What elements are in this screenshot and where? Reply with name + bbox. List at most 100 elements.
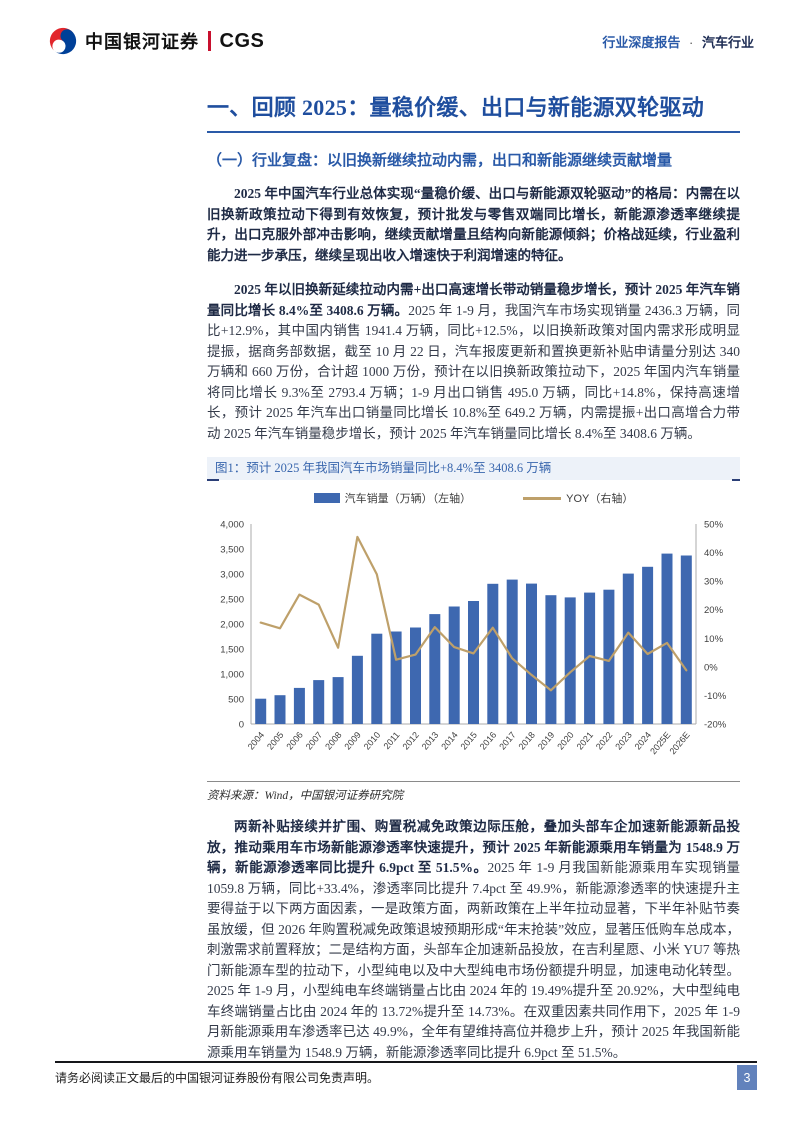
x-axis-label: 2009 — [342, 730, 363, 752]
left-axis-tick: 0 — [239, 720, 244, 731]
x-axis-label: 2023 — [613, 730, 634, 752]
bar-2007 — [313, 680, 325, 724]
bar-2009 — [351, 655, 363, 724]
left-axis-tick: 4,000 — [220, 520, 244, 531]
bar-2016 — [487, 583, 499, 724]
page-header: 中国银河证券 CGS 行业深度报告 · 汽车行业 — [48, 26, 754, 56]
x-axis-label: 2004 — [246, 730, 267, 752]
right-axis-tick: 50% — [704, 520, 724, 531]
x-axis-label: 2020 — [555, 730, 576, 752]
bar-2004 — [255, 698, 267, 724]
x-axis-label: 2005 — [265, 730, 286, 752]
right-axis-tick: 30% — [704, 577, 724, 588]
legend-item-sales: 汽车销量（万辆）（左轴） — [313, 490, 472, 506]
page-number-badge: 3 — [737, 1065, 757, 1090]
paragraph-lead-bold: 2025 年以旧换新延续拉动内需+出口高速增长带动销量稳步增长，预计 2025 … — [207, 282, 740, 318]
paragraph-text: 2025 年 1-9 月我国新能源乘用车实现销量 1059.8 万辆，同比+33… — [207, 860, 741, 1060]
body-paragraphs-bottom: 两新补贴接续并扩围、购置税减免政策边际压舱，叠加头部车企加速新能源新品投放，推动… — [207, 817, 740, 1063]
left-axis-tick: 1,500 — [220, 645, 244, 656]
left-axis-tick: 500 — [228, 695, 244, 706]
x-axis-label: 2026E — [667, 730, 691, 756]
x-axis-label: 2022 — [594, 730, 615, 752]
bar-2024 — [642, 566, 654, 724]
right-axis-tick: 40% — [704, 548, 724, 559]
report-meta: 行业深度报告 · 汽车行业 — [602, 32, 754, 51]
bar-2010 — [371, 633, 383, 724]
left-axis-tick: 3,000 — [220, 570, 244, 581]
x-axis-label: 2012 — [400, 730, 421, 752]
left-axis-tick: 1,000 — [220, 670, 244, 681]
sales-series-swatch — [313, 493, 340, 503]
galaxy-swirl-icon — [49, 27, 77, 55]
figure-title: 图1：预计 2025 年我国汽车市场销量同比+8.4%至 3408.6 万辆 — [207, 457, 740, 481]
yoy-series-label: YOY（右轴） — [566, 493, 634, 505]
bar-2017 — [506, 579, 518, 724]
section-title: 一、回顾 2025：量稳价缓、出口与新能源双轮驱动 — [207, 90, 740, 133]
bar-2013 — [429, 614, 441, 724]
x-axis-label: 2017 — [497, 730, 518, 752]
x-axis-label: 2019 — [536, 730, 557, 752]
chart-legend: 汽车销量（万辆）（左轴） YOY（右轴） — [207, 490, 740, 506]
right-axis-tick: 10% — [704, 634, 724, 645]
figure-source: 资料来源：Wind，中国银河证券研究院 — [207, 781, 740, 803]
left-axis-tick: 2,000 — [220, 620, 244, 631]
bar-2021 — [584, 592, 596, 724]
disclaimer-text: 请务必阅读正文最后的中国银河证券股份有限公司免责声明。 — [55, 1071, 380, 1085]
x-axis-label: 2008 — [323, 730, 344, 752]
content-column: 一、回顾 2025：量稳价缓、出口与新能源双轮驱动 （一）行业复盘：以旧换新继续… — [207, 90, 740, 1063]
section-subtitle: （一）行业复盘：以旧换新继续拉动内需，出口和新能源继续贡献增量 — [207, 153, 673, 169]
bar-2023 — [622, 573, 634, 724]
bar-2005 — [274, 695, 286, 724]
paragraph: 2025 年以旧换新延续拉动内需+出口高速增长带动销量稳步增长，预计 2025 … — [207, 280, 740, 444]
bar-2014 — [448, 606, 460, 724]
figure-block: 图1：预计 2025 年我国汽车市场销量同比+8.4%至 3408.6 万辆 汽… — [207, 457, 740, 803]
bar-2026E — [680, 555, 692, 724]
bar-2025E — [661, 553, 673, 724]
bar-2019 — [545, 595, 557, 724]
x-axis-label: 2010 — [362, 730, 383, 752]
paragraph-lead-bold: 两新补贴接续并扩围、购置税减免政策边际压舱，叠加头部车企加速新能源新品投放，推动… — [207, 819, 740, 875]
brand-lockup: 中国银河证券 CGS — [48, 26, 264, 56]
x-axis-label: 2013 — [420, 730, 441, 752]
paragraph: 2025 年中国汽车行业总体实现“量稳价缓、出口与新能源双轮驱动”的格局：内需在… — [207, 184, 740, 266]
bar-2020 — [564, 597, 576, 724]
legend-item-yoy: YOY（右轴） — [523, 490, 633, 506]
right-axis-tick: -10% — [704, 691, 727, 702]
bar-2018 — [526, 583, 537, 724]
paragraph-lead-bold: 2025 年中国汽车行业总体实现“量稳价缓、出口与新能源双轮驱动”的格局：内需在… — [207, 186, 740, 263]
x-axis-label: 2021 — [575, 730, 596, 752]
bar-2011 — [390, 631, 402, 724]
brand-divider — [208, 31, 211, 51]
left-axis-tick: 2,500 — [220, 595, 244, 606]
page-footer: 请务必阅读正文最后的中国银河证券股份有限公司免责声明。 3 — [55, 1061, 757, 1090]
yoy-series-swatch — [523, 496, 562, 500]
bar-2008 — [332, 677, 344, 724]
industry-label: 汽车行业 — [701, 34, 754, 50]
x-axis-label: 2014 — [439, 730, 460, 752]
x-axis-label: 2007 — [304, 730, 325, 752]
chart-area: 0 500 1,000 1,500 2,000 2,500 3,000 3,500 4,000 5… — [207, 510, 740, 767]
brand-name-cn: 中国银河证券 — [85, 32, 199, 52]
right-axis-tick: 20% — [704, 605, 724, 616]
right-axis-tick: -20% — [704, 720, 727, 731]
bar-2022 — [603, 589, 615, 724]
x-axis-label: 2015 — [458, 730, 479, 752]
brand-name-en: CGS — [219, 29, 265, 52]
x-axis-label: 2016 — [478, 730, 499, 752]
right-axis-tick: 0% — [704, 662, 718, 673]
paragraph-text: 2025 年 1-9 月，我国汽车市场实现销量 2436.3 万辆，同比+12.… — [207, 302, 741, 441]
sales-yoy-chart: 0 500 1,000 1,500 2,000 2,500 3,000 3,500 4,000 5… — [220, 520, 727, 757]
left-axis-tick: 3,500 — [220, 545, 244, 556]
meta-separator: · — [689, 34, 694, 50]
yoy-line — [259, 535, 688, 692]
x-axis-label: 2018 — [516, 730, 537, 752]
report-type-label: 行业深度报告 — [602, 34, 681, 50]
sales-series-label: 汽车销量（万辆）（左轴） — [344, 493, 472, 505]
paragraph: 两新补贴接续并扩围、购置税减免政策边际压舱，叠加头部车企加速新能源新品投放，推动… — [207, 817, 740, 1063]
bar-2012 — [410, 627, 421, 724]
bar-2006 — [293, 687, 305, 724]
x-axis-label: 2011 — [382, 730, 402, 751]
bar-2015 — [468, 601, 479, 724]
body-paragraphs-top: 2025 年中国汽车行业总体实现“量稳价缓、出口与新能源双轮驱动”的格局：内需在… — [207, 184, 740, 444]
